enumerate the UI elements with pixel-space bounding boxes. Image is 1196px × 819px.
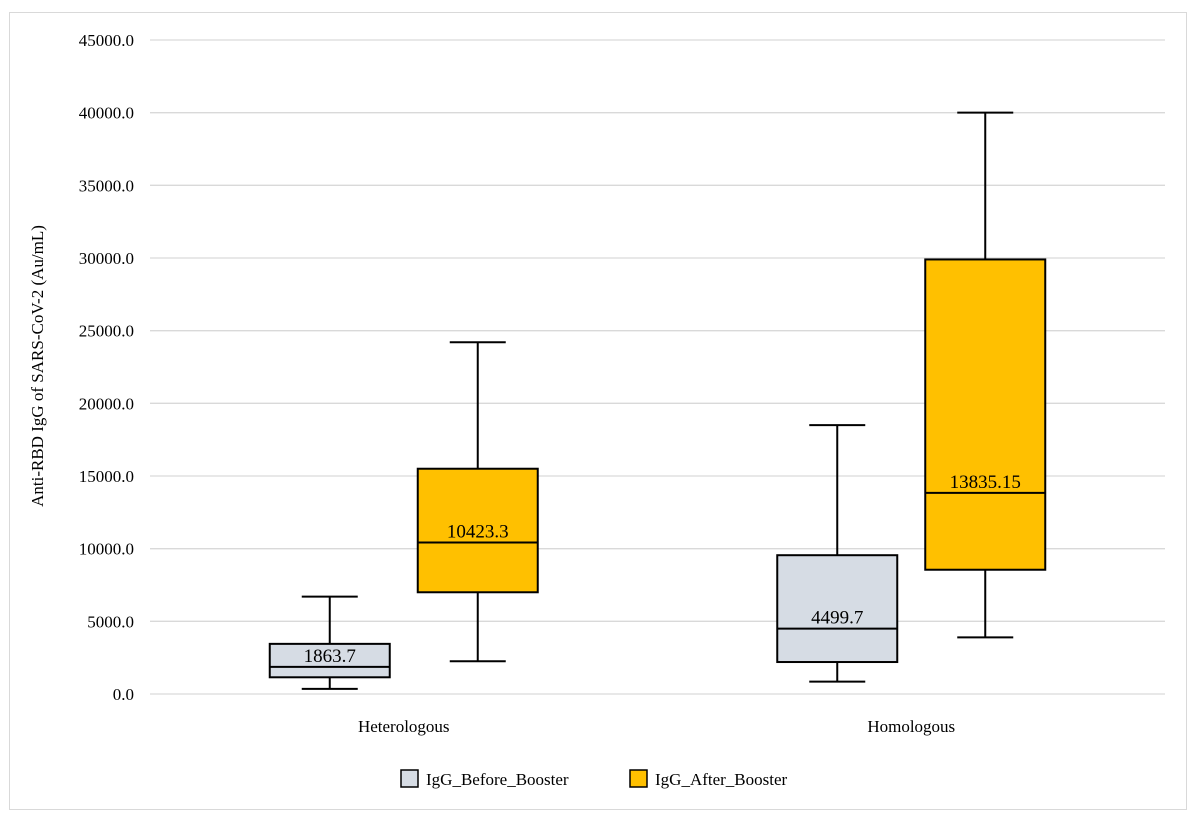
median-data-label: 4499.7 xyxy=(811,608,863,629)
legend-item: IgG_Before_Booster xyxy=(400,769,569,789)
x-axis-category-labels: Heterologous Homologous xyxy=(358,717,955,736)
legend: IgG_Before_Booster IgG_After_Booster xyxy=(400,769,788,789)
box-IgG_After_Booster-Homologous: 13835.15 xyxy=(924,111,1047,639)
y-tick-label: 0.0 xyxy=(113,685,134,704)
y-axis-ticks: 0.0 5000.0 10000.0 15000.0 20000.0 25000.0 300… xyxy=(79,31,134,704)
y-tick-label: 30000.0 xyxy=(79,249,134,268)
legend-item: IgG_After_Booster xyxy=(629,769,788,789)
y-tick-label: 35000.0 xyxy=(79,176,134,195)
legend-swatch xyxy=(400,769,419,788)
y-tick-label: 45000.0 xyxy=(79,31,134,50)
x-category-label: Homologous xyxy=(867,717,955,736)
y-tick-label: 40000.0 xyxy=(79,104,134,123)
y-tick-label: 5000.0 xyxy=(87,612,134,631)
iqr-box xyxy=(924,258,1047,571)
iqr-box xyxy=(416,467,539,594)
box-IgG_After_Booster-Heterologous: 10423.3 xyxy=(416,341,539,663)
box-IgG_Before_Booster-Heterologous: 1863.7 xyxy=(268,595,391,690)
legend-label: IgG_After_Booster xyxy=(655,770,788,789)
legend-swatch xyxy=(629,769,648,788)
iqr-box xyxy=(268,642,391,679)
x-category-label: Heterologous xyxy=(358,717,450,736)
median-data-label: 1863.7 xyxy=(304,646,356,667)
y-tick-label: 10000.0 xyxy=(79,540,134,559)
box-IgG_Before_Booster-Homologous: 4499.7 xyxy=(776,424,899,683)
median-data-label: 10423.3 xyxy=(447,522,509,543)
y-tick-label: 15000.0 xyxy=(79,467,134,486)
y-tick-label: 25000.0 xyxy=(79,322,134,341)
y-tick-label: 20000.0 xyxy=(79,394,134,413)
box-series: 1863.7 4499.7 10423.3 13835.15 xyxy=(268,111,1047,690)
iqr-box xyxy=(776,554,899,664)
y-axis-title: Anti-RBD IgG of SARS-CoV-2 (Au/mL) xyxy=(28,225,47,507)
legend-label: IgG_Before_Booster xyxy=(426,770,569,789)
median-data-label: 13835.15 xyxy=(950,472,1021,493)
